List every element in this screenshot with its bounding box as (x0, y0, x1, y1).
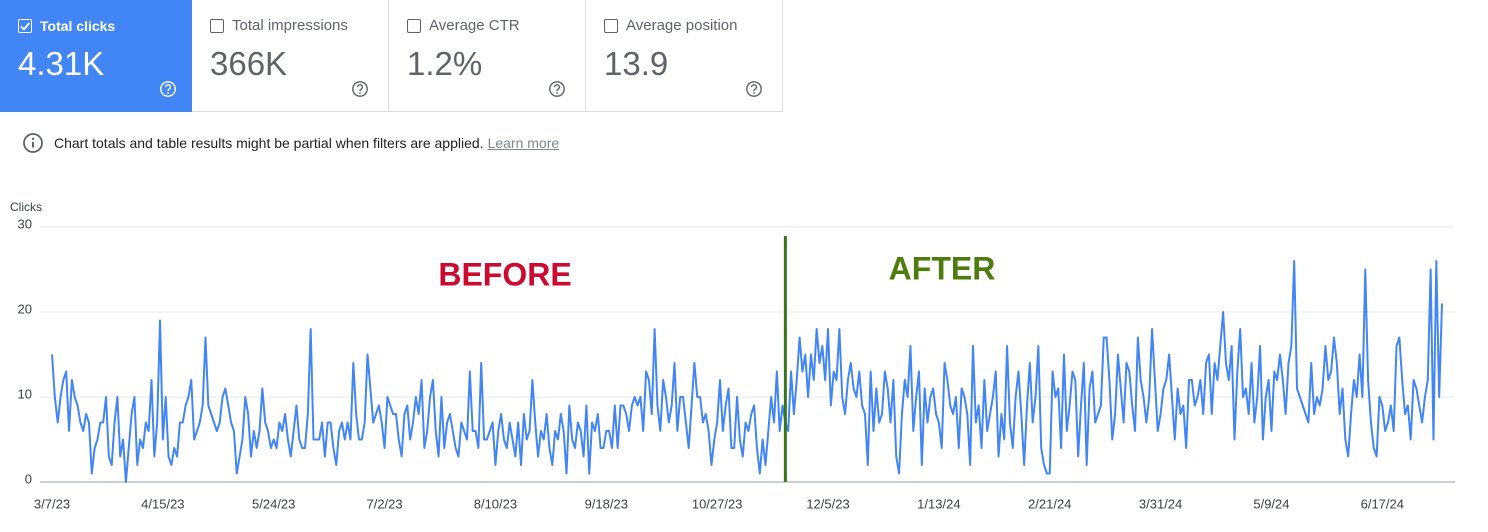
x-tick-label: 9/18/23 (585, 496, 628, 511)
check (20, 22, 30, 31)
help-glyph (356, 84, 364, 92)
checkbox[interactable] (407, 19, 421, 33)
annotation: AFTER (889, 250, 996, 286)
x-tick-label: 2/21/24 (1028, 496, 1071, 511)
metric-value: 4.31K (18, 45, 105, 82)
annotation: BEFORE (438, 256, 571, 292)
x-tick-label: 5/24/23 (252, 496, 295, 511)
checkbox[interactable] (604, 19, 618, 33)
metric-label: Average CTR (429, 17, 520, 34)
x-tick-label: 5/9/24 (1253, 496, 1289, 511)
help-dot (556, 92, 558, 94)
metric-card[interactable]: Total clicks 4.31K (0, 0, 192, 112)
y-tick-label: 20 (18, 301, 32, 316)
metric-value: 366K (210, 45, 288, 82)
learn-more-link[interactable]: Learn more (487, 135, 560, 151)
help-icon[interactable] (159, 80, 177, 98)
help-glyph (750, 84, 758, 92)
metric-label: Total clicks (40, 18, 116, 34)
metric-label: Total impressions (232, 17, 348, 34)
metric-value: 1.2% (407, 45, 483, 82)
help-dot (167, 92, 169, 94)
metric-value: 13.9 (604, 45, 669, 82)
y-tick-label: 10 (18, 386, 32, 401)
x-tick-label: 3/7/23 (34, 496, 70, 511)
metric-card[interactable]: Average CTR 1.2% (389, 0, 586, 112)
notice-text: Chart totals and table results might be … (54, 135, 484, 151)
x-tick-label: 6/17/24 (1361, 496, 1404, 511)
x-tick-label: 10/27/23 (692, 496, 743, 511)
help-dot (753, 92, 755, 94)
x-tick-label: 3/31/24 (1139, 496, 1182, 511)
help-glyph (164, 84, 172, 92)
metric-cards: Total clicks 4.31K Total impressions 366K Av… (0, 0, 783, 112)
help-icon[interactable] (548, 80, 566, 98)
help-icon[interactable] (745, 80, 763, 98)
help-circle (549, 81, 565, 97)
x-tick-label: 7/2/23 (366, 496, 402, 511)
x-tick-label: 8/10/23 (474, 496, 517, 511)
clicks-line (51, 260, 1443, 483)
x-tick-label: 4/15/23 (141, 496, 184, 511)
help-circle (746, 81, 762, 97)
checkbox[interactable] (18, 19, 32, 33)
notice: Chart totals and table results might be … (22, 132, 559, 154)
check-mark (20, 22, 30, 31)
checkbox[interactable] (210, 19, 224, 33)
y-tick-label: 0 (25, 471, 32, 486)
info-icon (23, 133, 43, 153)
metric-card[interactable]: Average position 13.9 (586, 0, 783, 112)
metric-label: Average position (626, 17, 738, 34)
help-glyph (553, 84, 561, 92)
x-tick-label: 1/13/24 (917, 496, 960, 511)
y-tick-label: 30 (18, 216, 32, 231)
help-circle (160, 81, 176, 97)
y-axis-label: Clicks (10, 200, 42, 214)
x-tick-label: 12/5/23 (806, 496, 849, 511)
help-circle (352, 81, 368, 97)
help-icon[interactable] (351, 80, 369, 98)
metric-card[interactable]: Total impressions 366K (192, 0, 389, 112)
help-dot (359, 92, 361, 94)
